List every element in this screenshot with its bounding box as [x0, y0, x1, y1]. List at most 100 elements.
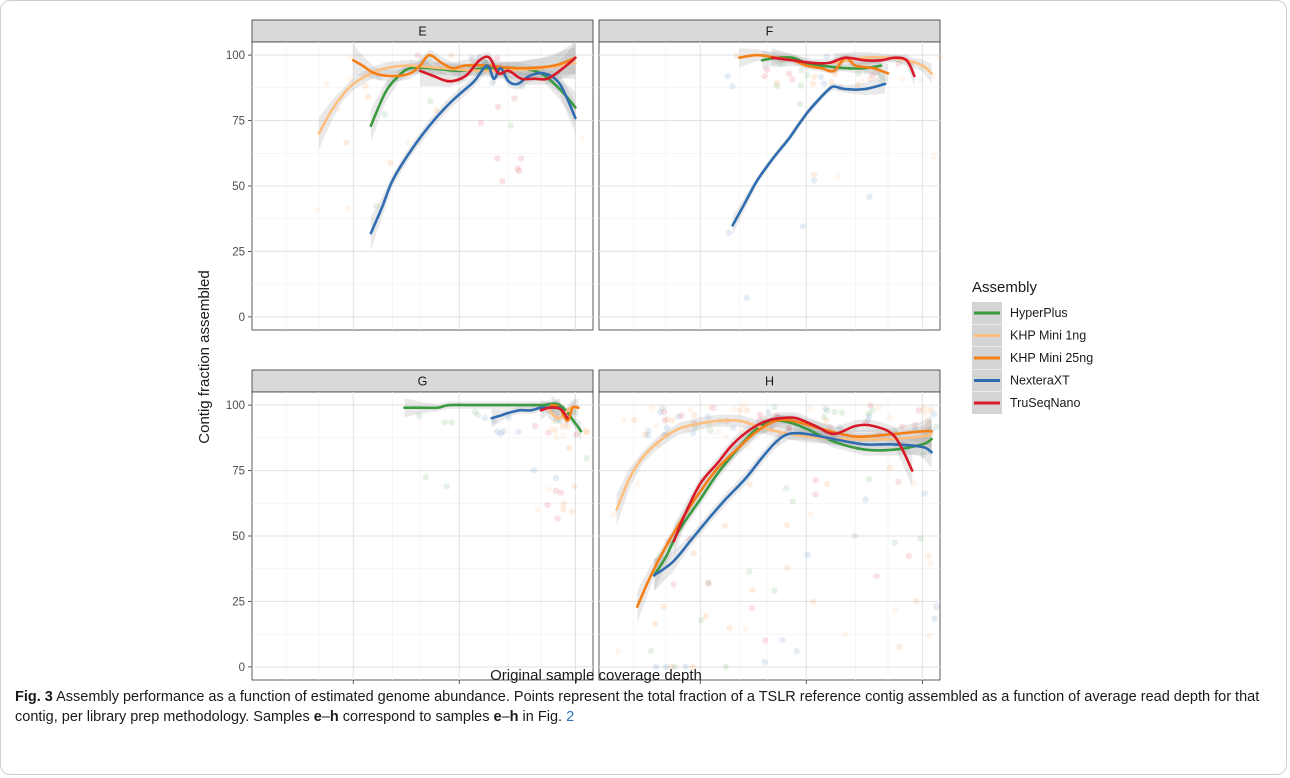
- smooth-curves: [403, 395, 583, 441]
- y-tick-label: 75: [232, 116, 245, 128]
- data-point: [869, 407, 876, 414]
- data-point: [647, 647, 655, 655]
- data-point: [545, 429, 552, 436]
- data-point: [583, 455, 590, 462]
- data-point: [855, 70, 862, 77]
- data-point: [620, 417, 628, 424]
- data-point: [895, 60, 902, 67]
- data-point: [721, 522, 729, 530]
- data-point: [797, 82, 804, 89]
- data-point: [866, 193, 873, 200]
- panel-g: G: [251, 369, 594, 681]
- data-point: [910, 479, 917, 486]
- data-point: [427, 98, 434, 105]
- data-point: [443, 483, 451, 490]
- data-point: [905, 552, 913, 560]
- data-point: [550, 417, 557, 425]
- legend-item: NexteraXT: [972, 369, 1070, 392]
- data-point: [873, 572, 880, 580]
- data-point: [925, 408, 932, 415]
- data-point: [933, 603, 940, 611]
- data-point: [610, 511, 617, 518]
- data-point: [652, 422, 659, 430]
- data-point: [824, 480, 831, 488]
- data-point: [511, 95, 518, 102]
- data-point: [573, 431, 580, 438]
- series-line-truseqnano: [418, 55, 577, 83]
- data-point: [334, 106, 342, 114]
- data-point: [724, 73, 731, 80]
- caption-text-1: Assembly performance as a function of es…: [15, 689, 1260, 725]
- data-point: [913, 597, 920, 605]
- data-point: [684, 427, 691, 435]
- grid: [599, 392, 940, 680]
- y-tick-label: 0: [239, 312, 245, 324]
- data-point: [812, 491, 819, 498]
- panel-strip-label: H: [765, 375, 774, 389]
- data-point: [761, 72, 768, 80]
- legend-label: NexteraXT: [1010, 374, 1070, 388]
- data-point: [789, 498, 796, 505]
- data-point: [799, 222, 807, 230]
- panel-strip-label: E: [418, 25, 426, 39]
- data-point: [422, 474, 429, 481]
- data-point: [404, 139, 412, 146]
- smooth-curves: [317, 41, 577, 250]
- data-point: [807, 511, 814, 518]
- smooth-curves: [731, 48, 933, 235]
- data-point: [362, 82, 369, 90]
- legend-label: KHP Mini 25ng: [1010, 351, 1093, 365]
- data-point: [729, 83, 736, 90]
- data-point: [343, 139, 350, 146]
- y-tick-label: 25: [232, 246, 245, 258]
- data-point: [785, 70, 793, 77]
- data-point: [697, 617, 705, 624]
- data-point: [763, 66, 771, 73]
- data-point: [715, 428, 722, 436]
- data-point: [748, 604, 756, 612]
- data-point: [810, 598, 817, 605]
- data-point: [560, 500, 567, 507]
- data-point: [869, 72, 877, 79]
- series-line-nexteraxt: [652, 431, 933, 577]
- caption-bold-2: h: [329, 709, 339, 725]
- data-point: [936, 53, 944, 60]
- data-point: [921, 490, 928, 497]
- data-point: [702, 613, 710, 620]
- data-point: [824, 407, 831, 415]
- data-point: [784, 564, 791, 572]
- data-point: [785, 424, 793, 432]
- data-point: [895, 478, 902, 486]
- data-point: [344, 205, 352, 212]
- data-point: [804, 72, 811, 79]
- data-point: [493, 428, 501, 435]
- data-point: [373, 202, 380, 210]
- data-point: [925, 552, 932, 560]
- legend-label: TruSeqNano: [1010, 396, 1080, 410]
- data-point: [761, 658, 769, 666]
- data-point: [614, 647, 622, 655]
- data-point: [930, 410, 938, 418]
- data-point: [915, 407, 923, 414]
- data-point: [660, 603, 667, 611]
- data-point: [323, 80, 330, 87]
- confidence-band: [732, 74, 886, 235]
- figure-ref-link[interactable]: 2: [566, 709, 575, 725]
- data-point: [652, 620, 659, 627]
- series-line-khp-mini-1ng: [546, 406, 577, 420]
- data-point: [779, 60, 787, 67]
- data-point: [865, 410, 872, 417]
- data-point: [704, 413, 712, 420]
- figure-caption: Fig. 3 Assembly performance as a functio…: [15, 687, 1277, 727]
- data-point: [823, 53, 830, 60]
- data-point: [771, 587, 778, 594]
- data-point: [931, 615, 938, 622]
- data-point: [756, 416, 763, 424]
- data-point: [710, 404, 717, 412]
- data-point: [789, 76, 796, 83]
- data-point: [810, 177, 818, 184]
- data-point: [730, 405, 738, 413]
- data-point: [804, 551, 811, 559]
- data-point: [899, 76, 906, 83]
